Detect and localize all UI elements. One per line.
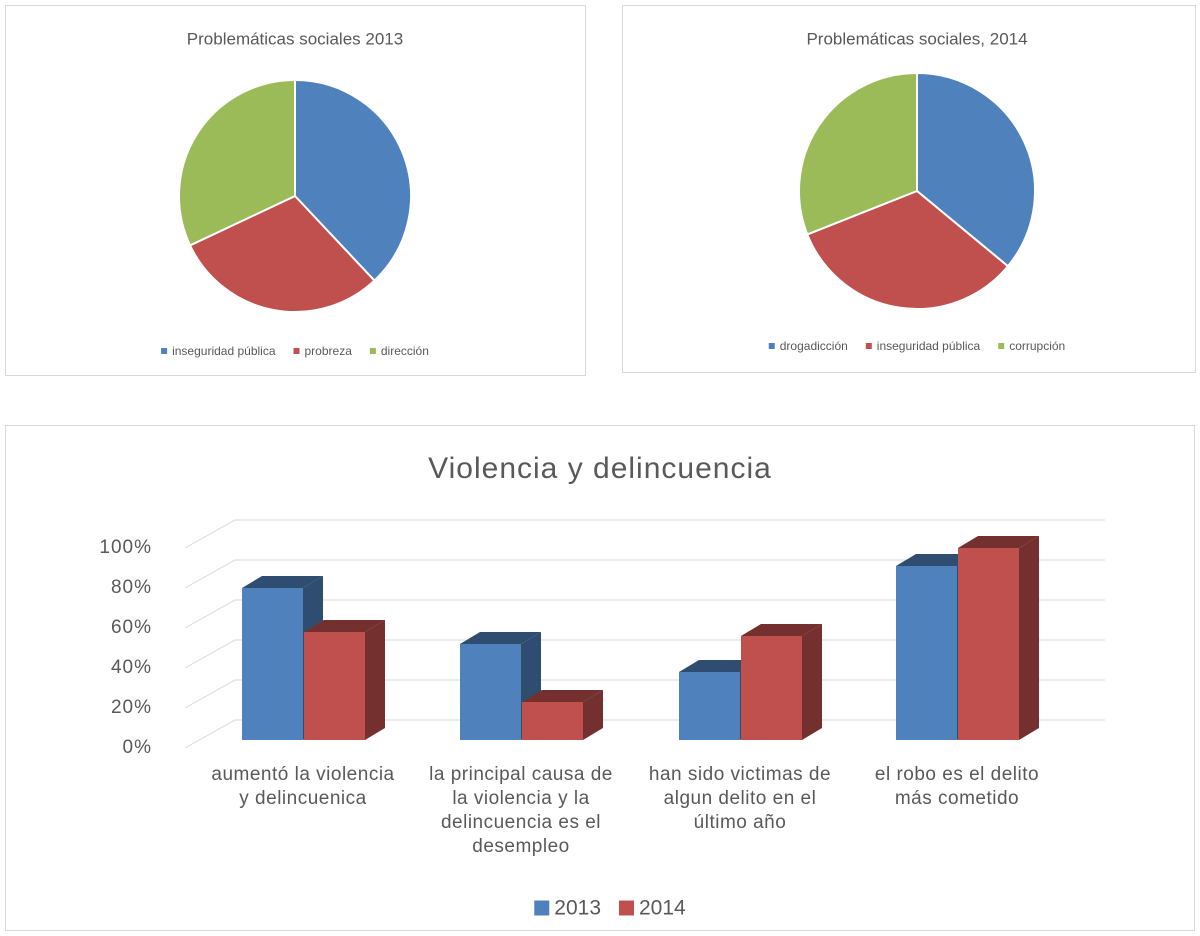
bar-front	[460, 644, 521, 740]
bar-top	[304, 620, 385, 632]
y-tick-label: 60%	[111, 617, 152, 638]
pie-slice	[798, 71, 918, 236]
y-tick-label: 80%	[111, 577, 152, 598]
y-tick-label: 40%	[111, 657, 152, 678]
chart-title: Violencia y delincuencia	[428, 452, 772, 485]
legend-swatch	[534, 900, 550, 916]
bar-side	[365, 620, 385, 740]
pie-slice	[178, 78, 296, 247]
bar-top	[896, 554, 977, 566]
chart-title: Problemáticas sociales 2013	[187, 29, 403, 48]
legend-label: 2014	[639, 897, 686, 920]
x-tick-label: la principal causa de la violencia y la …	[429, 764, 613, 857]
bar-top	[242, 576, 323, 588]
bar-front	[522, 702, 583, 740]
bar-front	[304, 632, 365, 740]
legend-swatch	[998, 343, 1005, 349]
bar-top	[958, 536, 1039, 548]
pie-slice	[294, 78, 412, 282]
legend-swatch	[865, 343, 872, 349]
y-tick-label: 0%	[123, 737, 152, 758]
bar-front	[896, 566, 957, 740]
bar-top	[679, 660, 760, 672]
bar-front	[242, 588, 303, 740]
x-tick-label: han sido victimas de algun delito en el …	[648, 764, 832, 833]
legend-swatch	[293, 348, 300, 354]
bar-top	[460, 632, 541, 644]
x-tick-label: aumentó la violencia y delincuenica	[211, 764, 395, 809]
legend-label: dirección	[381, 344, 429, 358]
legend-label: 2013	[554, 897, 601, 920]
legend-label: corrupción	[1009, 339, 1065, 353]
legend-label: drogadicción	[780, 339, 848, 353]
bar-front	[679, 672, 740, 740]
grid-line	[184, 519, 1105, 549]
pie-slice	[916, 71, 1036, 268]
bar-side	[1019, 536, 1039, 740]
bar-front	[958, 548, 1019, 740]
bar-side	[583, 690, 603, 740]
legend-swatch	[768, 343, 775, 349]
legend-swatch	[161, 348, 168, 354]
legend-label: inseguridad pública	[877, 339, 981, 353]
bar-top	[522, 690, 603, 702]
bar-top	[741, 624, 822, 636]
grid-line	[184, 599, 1105, 629]
y-tick-label: 20%	[111, 697, 152, 718]
bar-front	[741, 636, 802, 740]
legend-label: probreza	[305, 344, 353, 358]
legend-swatch	[369, 348, 376, 354]
pie-slice	[188, 194, 376, 313]
grid-line	[184, 559, 1105, 589]
legend-swatch	[619, 900, 634, 916]
chart-title: Problemáticas sociales, 2014	[806, 29, 1027, 48]
legend-label: inseguridad pública	[172, 344, 276, 358]
bar-side	[802, 624, 822, 740]
pie-slice	[805, 189, 1010, 310]
y-tick-label: 100%	[99, 537, 152, 558]
x-tick-label: el robo es el delito más cometido	[874, 764, 1040, 809]
